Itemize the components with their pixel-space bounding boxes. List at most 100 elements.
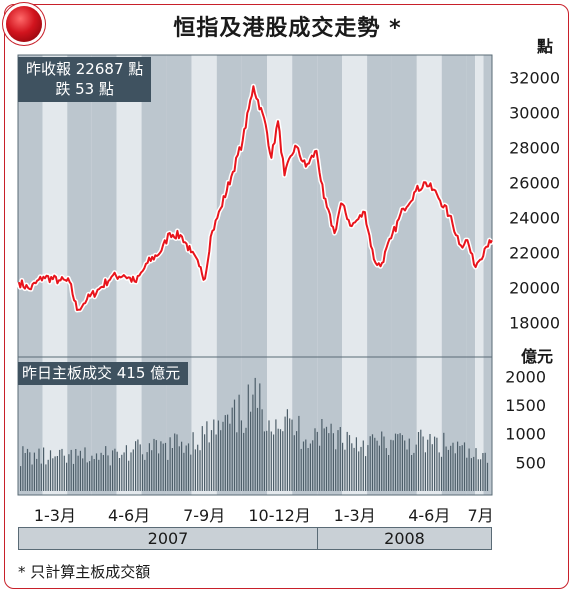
volume-bar [247, 384, 249, 491]
volume-bar [153, 438, 155, 491]
volume-bar [440, 456, 443, 491]
volume-bar [197, 444, 199, 491]
volume-bar [351, 443, 353, 491]
volume-bars [20, 377, 489, 491]
volume-bar [91, 455, 93, 491]
volume-bar [26, 448, 29, 491]
volume-bar [112, 450, 114, 491]
volume-bar [40, 463, 42, 491]
volume-bar [130, 452, 132, 491]
volume-bar [406, 449, 408, 491]
x-tick-label: 1-3月 [334, 506, 376, 525]
volume-bar [401, 435, 403, 491]
point-change-text: 跌 53 點 [55, 80, 114, 98]
volume-bar [392, 440, 394, 491]
volume-bar [79, 450, 81, 491]
volume-bar [321, 419, 323, 491]
background-band [483, 55, 492, 495]
volume-bar [107, 455, 109, 491]
volume-bar [187, 443, 190, 491]
volume-bar [397, 434, 399, 491]
volume-bar [427, 439, 429, 491]
volume-bar [43, 447, 45, 491]
volume-bar [77, 455, 79, 491]
volume-bar [89, 461, 91, 491]
volume-bar [224, 415, 226, 491]
background-band [292, 55, 318, 495]
volume-bar [210, 430, 213, 491]
volume-bar [450, 445, 452, 491]
volume-bar [454, 453, 456, 491]
volume-bar [263, 431, 265, 491]
background-band [18, 55, 43, 495]
volume-bar [54, 456, 56, 491]
volume-bar [217, 420, 219, 491]
volume-bar [45, 464, 47, 491]
volume-bar [222, 421, 224, 491]
volume-bar [305, 439, 307, 491]
volume-bar [70, 449, 72, 491]
volume-bar [376, 440, 378, 491]
volume-bar [353, 447, 355, 491]
background-band [466, 55, 476, 495]
volume-bar [47, 459, 49, 491]
volume-bar [335, 449, 337, 491]
volume-bar [238, 394, 240, 491]
volume-bar [121, 454, 123, 491]
volume-bar [468, 448, 470, 491]
volume-bar [259, 383, 261, 491]
volume-bar [68, 454, 70, 491]
volume-bar [298, 415, 300, 491]
volume-bar [61, 448, 63, 491]
volume-bar [201, 426, 203, 491]
volume-bar [75, 449, 77, 491]
volume-bar [132, 449, 134, 491]
volume-bar [86, 462, 88, 491]
volume-bar [282, 431, 284, 491]
volume-bar [332, 433, 334, 491]
volume-bar [383, 436, 385, 491]
volume-bar [192, 432, 194, 491]
volume-bar [300, 448, 302, 491]
background-band [342, 55, 368, 495]
price-tick-label: 26000 [509, 173, 560, 192]
background-band [166, 55, 192, 495]
volume-bar [252, 394, 254, 491]
volume-bar [348, 435, 351, 491]
volume-bar [245, 427, 247, 491]
volume-bar [169, 437, 171, 491]
volume-bar [482, 453, 484, 491]
background-band [67, 55, 92, 495]
volume-bar [148, 443, 150, 491]
volume-bar [171, 448, 173, 491]
price-tick-label: 18000 [509, 313, 560, 332]
volume-bar [158, 453, 160, 491]
volume-bar [457, 441, 459, 491]
volume-bar [273, 434, 275, 491]
x-tick-label: 7月 [467, 506, 493, 525]
price-tick-label: 24000 [509, 208, 560, 227]
volume-bar [174, 433, 176, 491]
volume-bar [319, 445, 321, 491]
volume-bar [284, 416, 286, 491]
volume-bar [394, 433, 397, 491]
volume-bar [369, 436, 371, 491]
chart-frame [4, 4, 569, 589]
background-band [441, 55, 467, 495]
volume-bar [309, 443, 311, 491]
volume-bar [213, 419, 215, 491]
previous-close-text: 昨收報 22687 點 [26, 60, 144, 78]
volume-bar [378, 445, 380, 491]
volume-bar [185, 445, 187, 491]
year-bar: 2007 2008 [18, 527, 492, 550]
x-tick-label: 1-3月 [34, 506, 76, 525]
price-tick-label: 22000 [509, 243, 560, 262]
volume-box: 昨日主板成交 415 億元 [18, 362, 189, 385]
volume-bar [181, 441, 183, 491]
volume-bar [118, 458, 121, 491]
volume-bar [190, 454, 192, 491]
volume-bar [268, 420, 270, 491]
volume-bar [443, 432, 445, 491]
volume-bar [135, 441, 137, 491]
